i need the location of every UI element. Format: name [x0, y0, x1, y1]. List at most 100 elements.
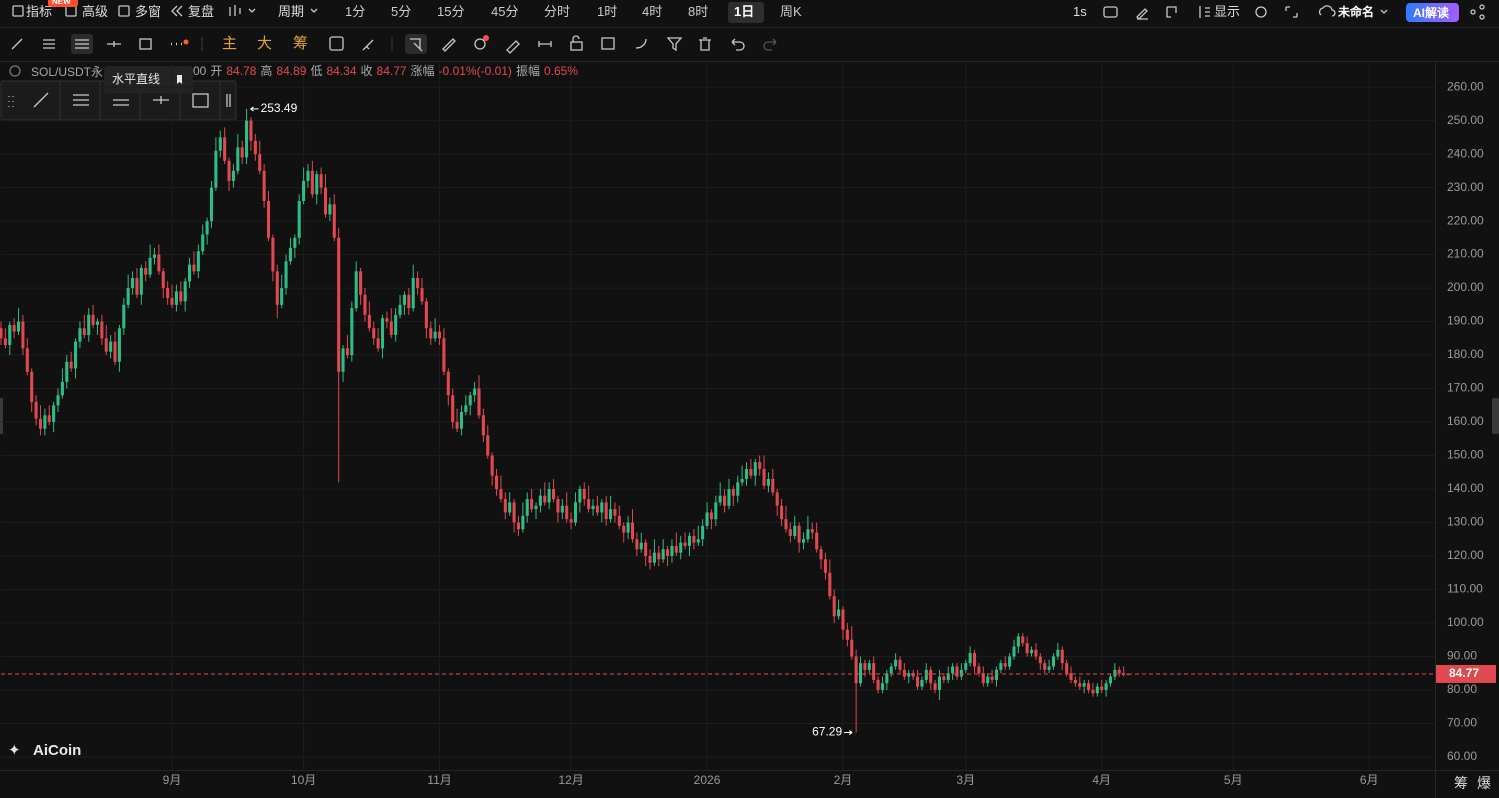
candle-body [354, 271, 358, 309]
toolbar-right[interactable]: 未命名 [1338, 5, 1375, 19]
menu-item[interactable]: 高级 [82, 4, 109, 19]
icon[interactable] [1166, 6, 1177, 18]
candle-body [937, 676, 941, 690]
display-icon[interactable] [1199, 6, 1210, 18]
tool[interactable] [601, 37, 615, 50]
candle-body [8, 324, 12, 345]
drag-handle[interactable] [8, 96, 14, 107]
candle-body [192, 264, 196, 272]
candle-body [17, 321, 21, 332]
x-tick-label: 2026 [694, 773, 721, 787]
candle-body [1069, 673, 1073, 680]
tool[interactable] [474, 38, 486, 50]
interval[interactable]: 分时 [544, 4, 571, 19]
period-menu[interactable]: 周期 [278, 4, 305, 19]
share-icon[interactable] [1470, 9, 1476, 15]
candle-body [1030, 649, 1034, 654]
tool[interactable] [362, 39, 374, 51]
hline-tool[interactable] [113, 99, 129, 106]
candle-body [547, 489, 551, 503]
candle-body [552, 489, 556, 500]
candle-body [3, 338, 7, 345]
undo-tool[interactable] [731, 38, 745, 51]
logo-mark: ✦ [8, 742, 21, 759]
ray-tool[interactable] [107, 41, 121, 47]
candle-body [34, 401, 38, 419]
bottom-tool[interactable]: 爆 [1477, 775, 1491, 791]
delete-tool[interactable] [699, 37, 711, 51]
interval[interactable]: 1日 [734, 4, 755, 19]
candle-body [12, 324, 16, 332]
candle-body [902, 669, 906, 677]
candle-body [385, 318, 389, 322]
tool[interactable] [572, 35, 580, 42]
camera-icon[interactable] [1103, 6, 1118, 18]
line-tool[interactable] [11, 38, 23, 50]
channel-tool[interactable] [73, 94, 89, 106]
tool[interactable] [442, 38, 456, 52]
candle-body [214, 150, 218, 188]
tool[interactable] [506, 40, 520, 54]
candle-body [310, 170, 314, 195]
menu-item[interactable]: 多窗 [135, 4, 162, 19]
collapse-icon[interactable] [9, 65, 21, 77]
menu-item[interactable]: 指标 [26, 4, 53, 19]
side-handle[interactable] [1492, 398, 1499, 434]
candle-body [1021, 636, 1025, 644]
interval[interactable]: 周K [780, 4, 802, 19]
main-tool[interactable]: 筹 [293, 35, 309, 52]
icon [118, 5, 130, 17]
candle-body [964, 663, 968, 670]
y-tick-label: 100.00 [1447, 615, 1484, 629]
bottom-tool[interactable]: 筹 [1454, 775, 1468, 791]
candle-body [490, 455, 494, 476]
tool[interactable] [570, 41, 583, 51]
toolbar-right[interactable]: 显示 [1214, 4, 1241, 19]
pin-icon[interactable] [177, 75, 182, 84]
fullscreen-icon[interactable] [1285, 6, 1298, 18]
settings-icon[interactable] [1255, 6, 1267, 18]
channel-tool[interactable] [43, 39, 55, 49]
candle-body [481, 415, 485, 436]
ai-button[interactable] [1406, 3, 1459, 22]
tool[interactable] [538, 41, 552, 47]
interval[interactable]: 15分 [437, 4, 465, 19]
candle-body [209, 187, 214, 222]
pen-icon[interactable] [1136, 8, 1148, 20]
candle-body [223, 137, 227, 161]
interval[interactable]: 45分 [491, 4, 519, 19]
drag-handle[interactable] [226, 94, 231, 107]
main-tool[interactable]: 主 [222, 35, 238, 52]
candle-body [714, 502, 718, 520]
candle-body [148, 257, 152, 275]
rect-tool[interactable] [139, 38, 152, 50]
hline-tool[interactable] [75, 39, 89, 49]
line-tool[interactable] [33, 92, 49, 108]
tool[interactable] [635, 38, 647, 49]
interval[interactable]: 5分 [391, 4, 412, 19]
candle-body [459, 411, 463, 429]
tool[interactable] [410, 38, 423, 52]
ray-tool[interactable] [153, 96, 169, 104]
cloud-icon[interactable] [1318, 5, 1336, 17]
rect-tool[interactable] [192, 93, 209, 108]
candle-body [573, 502, 578, 523]
toolbar-right[interactable]: 1s [1073, 4, 1087, 19]
main-tool[interactable]: 大 [257, 35, 273, 52]
toolbar-right[interactable]: AI解读 [1413, 6, 1450, 20]
interval[interactable]: 8时 [688, 4, 709, 19]
interval[interactable]: 1时 [597, 4, 618, 19]
tool[interactable] [329, 36, 344, 51]
menu-item[interactable]: 复盘 [188, 4, 215, 19]
candle-body [126, 288, 130, 305]
candle-body [117, 328, 121, 362]
candle-body [1100, 686, 1104, 690]
interval[interactable]: 1分 [345, 4, 366, 19]
candle-body [1073, 679, 1077, 684]
candle-body [788, 529, 792, 536]
side-handle[interactable] [0, 398, 3, 434]
candle-body [837, 609, 841, 617]
filter-tool[interactable] [666, 37, 683, 52]
interval[interactable]: 4时 [642, 4, 663, 19]
